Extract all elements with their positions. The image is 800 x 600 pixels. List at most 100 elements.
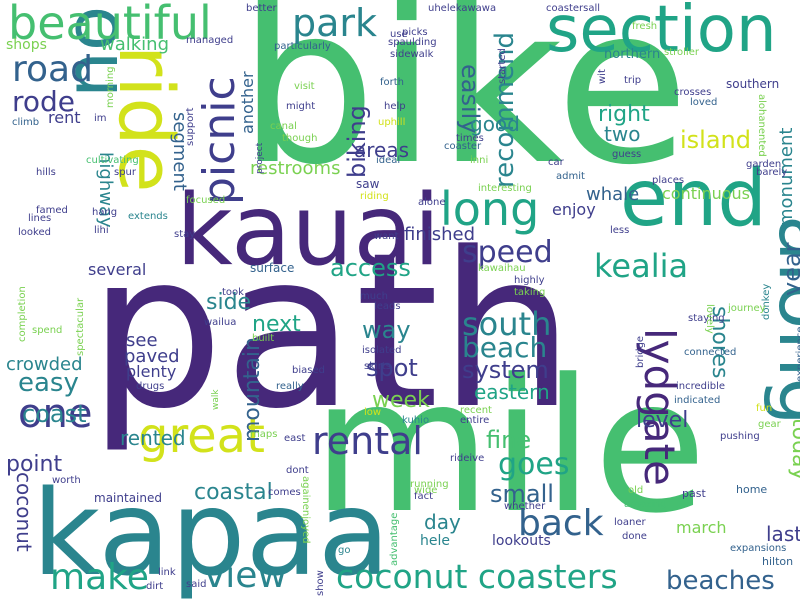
word-alone: alone	[418, 197, 446, 208]
word-forth: forth	[380, 77, 405, 88]
word-running: running	[410, 479, 449, 490]
word-maintained: maintained	[94, 491, 162, 505]
word-morning: morning	[105, 66, 116, 108]
word-completion: completion	[17, 286, 28, 342]
word-done: done	[622, 531, 647, 542]
word-hilton: hilton	[762, 555, 794, 568]
word-though: though	[282, 133, 318, 144]
word-system: system	[462, 356, 549, 384]
word-uhelekawawa: uhelekawawa	[428, 3, 497, 14]
word-whale: whale	[586, 184, 640, 205]
word-spot: spot	[366, 354, 418, 382]
word-support: support	[185, 107, 196, 146]
word-loved: loved	[690, 97, 718, 108]
word-entire: entire	[460, 415, 490, 426]
word-march: march	[676, 518, 727, 537]
word-rode: rode	[12, 85, 76, 118]
word-help: help	[384, 101, 406, 112]
word-worth: worth	[52, 475, 81, 486]
word-expansions: expansions	[730, 543, 787, 554]
word-inni: inni	[470, 155, 489, 166]
word-less: less	[610, 225, 630, 236]
word-lihi: lihi	[94, 225, 109, 236]
word-low: low	[364, 407, 382, 418]
word-started: started	[497, 48, 508, 84]
word-experience: experience	[795, 326, 800, 382]
word-next: next	[252, 312, 301, 337]
word-good: good	[470, 112, 520, 136]
word-leads: leads	[374, 301, 401, 312]
word-kealia: kealia	[594, 247, 689, 285]
word-mountain: mountain	[240, 337, 265, 442]
word-bridge: bridge	[635, 335, 646, 368]
word-built: built	[252, 333, 275, 344]
word-use: use	[390, 29, 408, 40]
word-sidewalk: sidewalk	[390, 49, 434, 60]
word-goes: goes	[498, 447, 570, 482]
word-said: said	[186, 579, 207, 590]
word-island: island	[680, 126, 751, 154]
word-incredible: incredible	[676, 381, 726, 392]
word-kuhio: kuhio	[402, 415, 430, 426]
word-plenty: plenty	[126, 362, 177, 381]
word-garden: garden	[746, 159, 782, 170]
word-gear: gear	[758, 419, 781, 430]
word-stroller: stroller	[664, 47, 699, 58]
word-several: several	[88, 260, 147, 279]
word-today: today	[787, 418, 800, 481]
word-places: places	[652, 175, 685, 186]
word-rented: rented	[120, 426, 186, 450]
word-crowded: crowded	[6, 354, 83, 375]
word-rental: rental	[312, 419, 423, 463]
word-rent: rent	[48, 108, 81, 127]
word-continuous: continuous	[662, 184, 750, 203]
word-kapaa: kapaa	[32, 464, 391, 600]
word-beautiful: beautiful	[8, 0, 212, 50]
word-trip: trip	[624, 75, 642, 86]
word-restrooms: restrooms	[250, 158, 341, 179]
word-past: past	[682, 487, 706, 500]
word-fact: fact	[414, 491, 434, 502]
word-biased: biased	[292, 365, 325, 376]
word-wit: wit	[597, 69, 608, 84]
word-section: section	[546, 0, 777, 67]
word-riding: riding	[360, 191, 389, 202]
word-right: right	[598, 102, 650, 127]
word-admit: admit	[556, 171, 585, 182]
word-extends: extends	[128, 211, 168, 222]
word-level: level	[636, 408, 689, 433]
word-coast: coast	[22, 400, 87, 428]
word-took: took	[222, 287, 244, 298]
word-beach: beach	[462, 331, 548, 364]
word-guess: guess	[612, 149, 642, 160]
word-fine: fine	[486, 426, 532, 454]
word-hele: hele	[420, 533, 450, 549]
word-shops: shops	[6, 37, 47, 53]
word-crosses: crosses	[674, 87, 712, 98]
word-donkey: donkey	[761, 283, 772, 320]
word-hang: hang	[92, 207, 118, 218]
word-loaner: loaner	[614, 517, 646, 528]
word-east: east	[284, 433, 306, 444]
word-alohanented: alohanented	[756, 94, 767, 157]
word-side: side	[206, 290, 252, 315]
word-southern: southern	[726, 77, 780, 91]
word-bike: bike	[238, 0, 690, 213]
word-enjoy: enjoy	[552, 200, 596, 219]
word-lovely: lovely	[704, 304, 715, 334]
word-see: see	[126, 330, 158, 351]
word-way: way	[362, 316, 411, 344]
word-maps: maps	[250, 429, 278, 440]
word-canal: canal	[270, 121, 297, 132]
word-finished: finished	[404, 224, 476, 245]
word-fun: fun	[756, 403, 773, 414]
word-wide: wide	[414, 485, 438, 496]
word-pushing: pushing	[720, 431, 760, 442]
word-show: show	[315, 570, 326, 596]
word-comes: comes	[268, 487, 301, 498]
word-point: point	[6, 452, 63, 477]
word-stay: stay	[174, 229, 196, 240]
word-taking: taking	[514, 287, 546, 298]
word-access: access	[330, 254, 411, 282]
word-another: another	[238, 71, 257, 134]
